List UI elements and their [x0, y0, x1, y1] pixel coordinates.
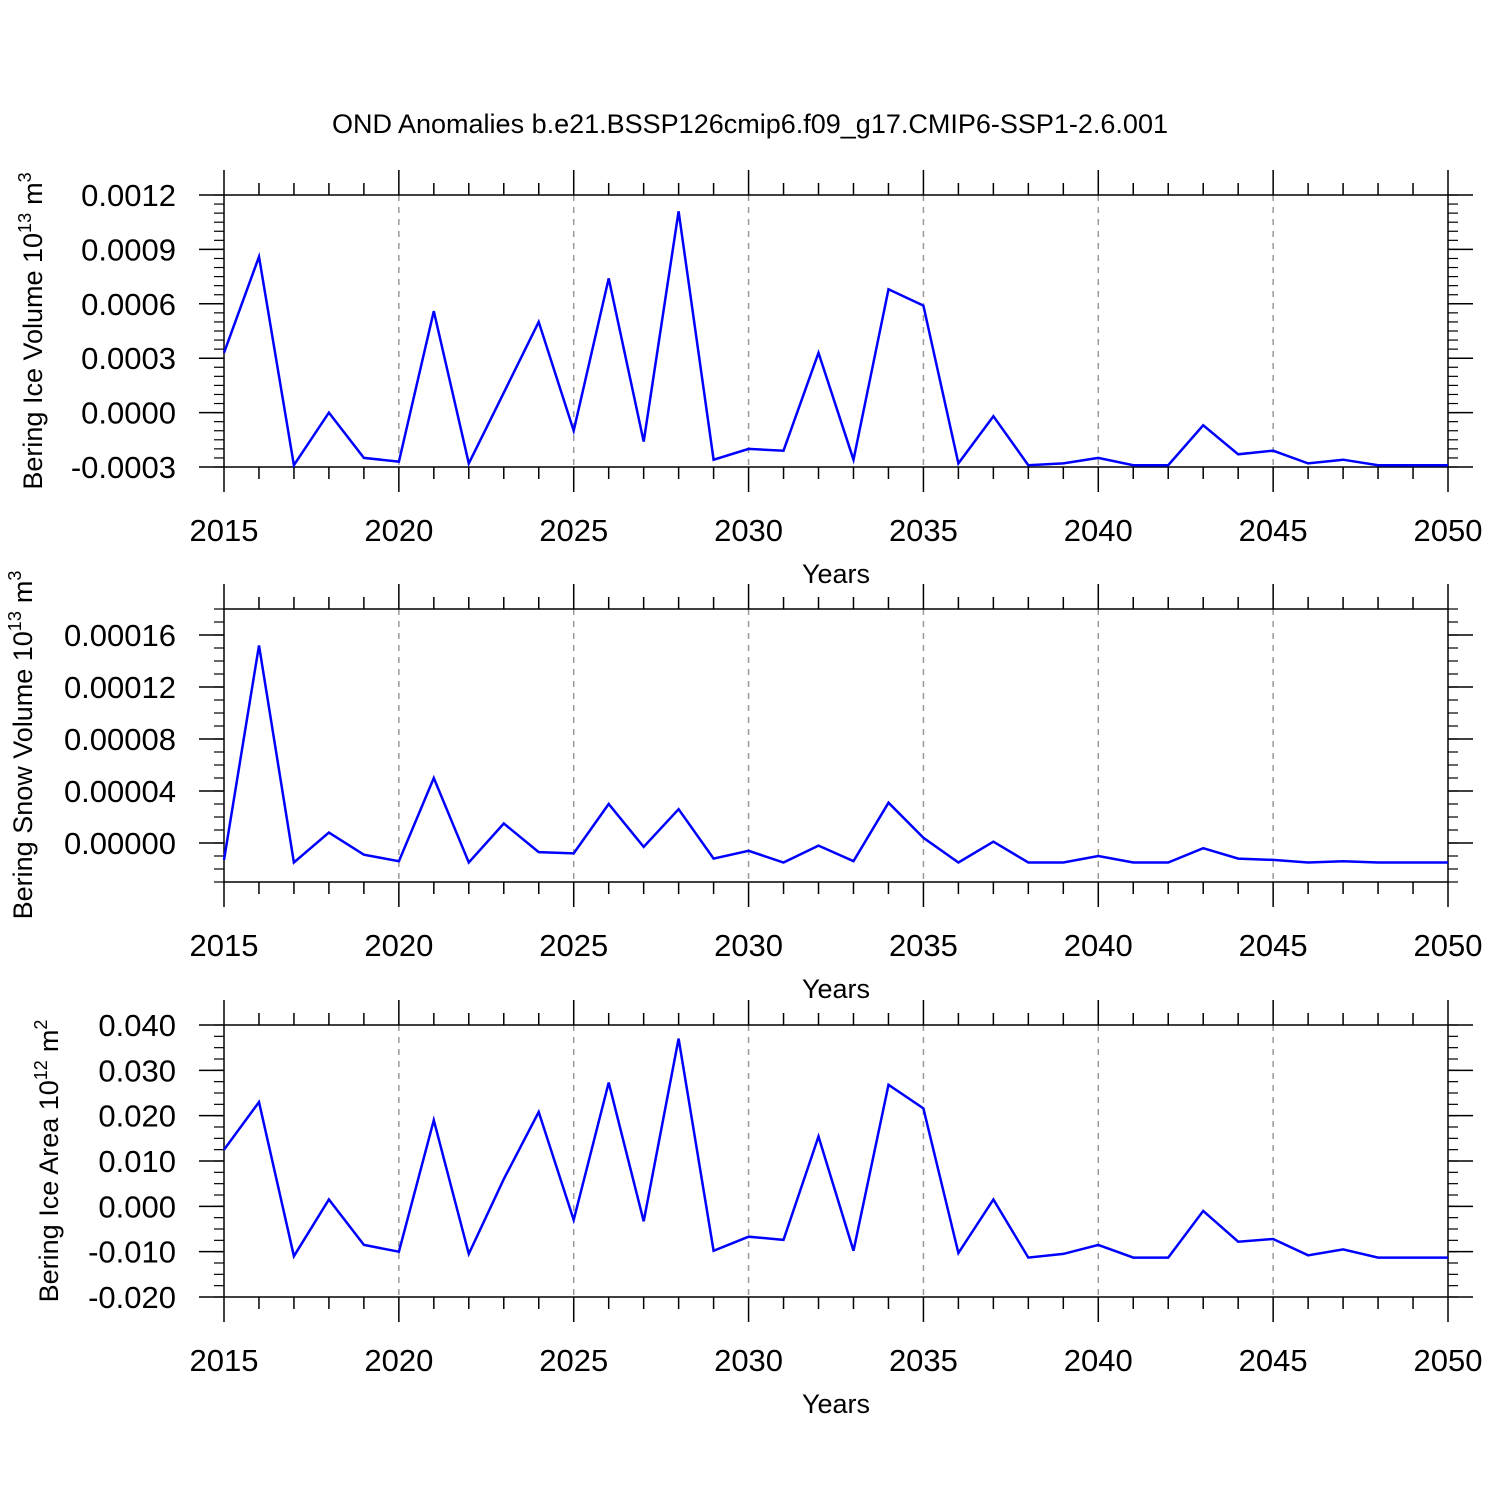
y-tick-label: 0.00000	[64, 826, 176, 861]
x-tick-label: 2015	[190, 928, 259, 963]
panel-2: 0.00000 0.00004 0.00008 0.00012 0.00016 2015 2…	[5, 571, 1482, 1004]
x-tick-label: 2040	[1064, 1343, 1133, 1378]
x-tick-label: 2035	[889, 1343, 958, 1378]
plot-frame	[223, 608, 1449, 883]
y-tick-label: -0.010	[88, 1235, 176, 1270]
x-tick-label: 2050	[1414, 928, 1483, 963]
y-axis-title: Bering Ice Volume 1013m3	[15, 172, 48, 489]
x-tick-label: 2030	[714, 928, 783, 963]
y-tick-label: 0.0012	[81, 178, 176, 213]
panels: -0.0003 0.0000 0.0003 0.0006 0.0009 0.0012 201…	[5, 170, 1482, 1419]
x-tick-label: 2035	[889, 513, 958, 548]
x-tick-label: 2035	[889, 928, 958, 963]
x-tick-label: 2045	[1239, 928, 1308, 963]
y-tick-label: 0.0006	[81, 287, 176, 322]
x-tick-label: 2020	[364, 513, 433, 548]
chart-title: OND Anomalies b.e21.BSSP126cmip6.f09_g17…	[332, 109, 1168, 139]
y-tick-label: 0.00008	[64, 722, 176, 757]
x-tick-label: 2015	[190, 513, 259, 548]
y-tick-label: -0.0003	[71, 450, 176, 485]
series-line	[222, 211, 1448, 469]
y-tick-label: 0.0009	[81, 232, 176, 267]
x-axis-title: Years	[802, 559, 870, 589]
y-tick-label: -0.020	[88, 1280, 176, 1315]
y-tick-label: 0.00004	[64, 774, 176, 809]
x-tick-label: 2025	[539, 928, 608, 963]
x-tick-label: 2045	[1239, 1343, 1308, 1378]
y-tick-label: 0.030	[98, 1053, 176, 1088]
x-tick-label: 2030	[714, 1343, 783, 1378]
x-tick-label: 2015	[190, 1343, 259, 1378]
y-tick-label: 0.00012	[64, 670, 176, 705]
x-tick-label: 2045	[1239, 513, 1308, 548]
x-axis-title: Years	[802, 974, 870, 1004]
x-tick-label: 2025	[539, 1343, 608, 1378]
x-tick-label: 2030	[714, 513, 783, 548]
y-tick-label: 0.00016	[64, 618, 176, 653]
y-tick-label: 0.000	[98, 1189, 176, 1224]
x-tick-label: 2040	[1064, 928, 1133, 963]
x-tick-label: 2025	[539, 513, 608, 548]
series-line	[222, 645, 1448, 865]
y-tick-label: 0.0000	[81, 396, 176, 431]
plot-frame	[223, 1024, 1449, 1298]
x-axis-title: Years	[802, 1389, 870, 1419]
x-tick-label: 2050	[1414, 1343, 1483, 1378]
y-tick-label: 0.020	[98, 1099, 176, 1134]
x-tick-label: 2020	[364, 1343, 433, 1378]
panel-3: -0.020 -0.010 0.000 0.010 0.020 0.030 0.040 201…	[31, 1000, 1482, 1419]
x-tick-label: 2020	[364, 928, 433, 963]
y-tick-label: 0.040	[98, 1008, 176, 1043]
y-axis-title: Bering Snow Volume 1013m3	[5, 571, 38, 920]
x-tick-label: 2050	[1414, 513, 1483, 548]
x-tick-label: 2040	[1064, 513, 1133, 548]
series-line	[222, 1038, 1448, 1260]
y-axis-title: Bering Ice Area 1012m2	[31, 1020, 64, 1303]
panel-1: -0.0003 0.0000 0.0003 0.0006 0.0009 0.0012 201…	[15, 170, 1482, 589]
y-tick-label: 0.0003	[81, 341, 176, 376]
y-tick-label: 0.010	[98, 1144, 176, 1179]
